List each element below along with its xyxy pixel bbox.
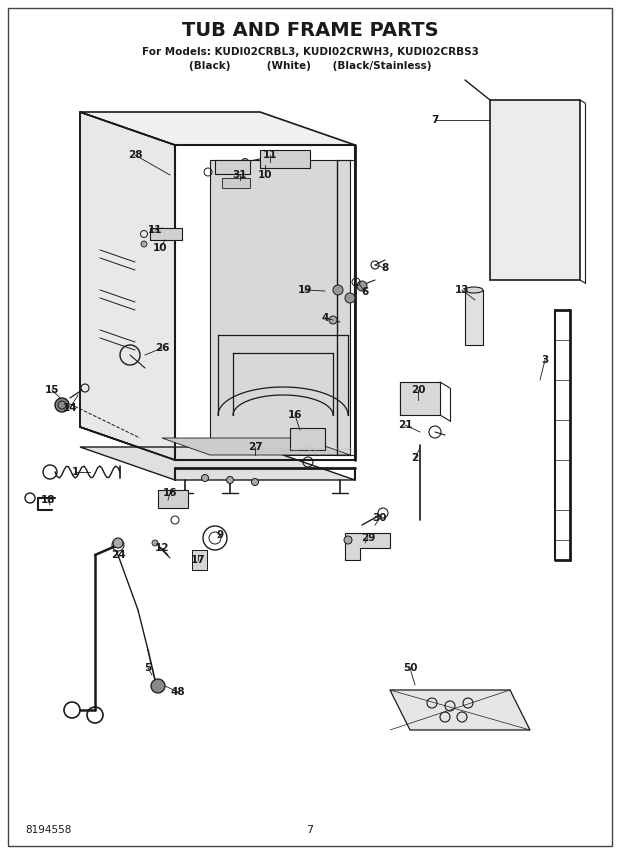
Text: 28: 28 [128,150,142,160]
Text: 27: 27 [247,442,262,452]
Text: 10: 10 [153,243,167,253]
Text: 31: 31 [232,170,247,180]
Polygon shape [345,533,390,560]
Text: 6: 6 [361,287,369,297]
Text: 9: 9 [216,530,224,540]
Circle shape [329,316,337,324]
Circle shape [55,398,69,412]
Circle shape [113,538,123,548]
Circle shape [345,293,355,303]
Text: (Black)          (White)      (Black/Stainless): (Black) (White) (Black/Stainless) [188,61,432,71]
Text: 5: 5 [144,663,152,673]
Text: 50: 50 [403,663,417,673]
Text: 12: 12 [155,543,169,553]
Text: TUB AND FRAME PARTS: TUB AND FRAME PARTS [182,21,438,39]
Text: 7: 7 [432,115,439,125]
Text: 17: 17 [191,555,205,565]
Text: 30: 30 [373,513,388,523]
Bar [192,550,207,570]
Bar [158,490,188,508]
Polygon shape [80,112,355,145]
Circle shape [202,474,208,482]
Bar [260,150,310,168]
Text: 48: 48 [170,687,185,697]
Polygon shape [80,112,175,460]
Text: 20: 20 [410,385,425,395]
Polygon shape [162,438,350,455]
Polygon shape [390,690,530,730]
Text: 8: 8 [381,263,389,273]
Circle shape [333,285,343,295]
Text: For Models: KUDI02CRBL3, KUDI02CRWH3, KUDI02CRBS3: For Models: KUDI02CRBL3, KUDI02CRWH3, KU… [141,47,479,57]
Bar [150,228,182,240]
Text: 3: 3 [541,355,549,365]
Text: 18: 18 [41,495,55,505]
Text: 2: 2 [412,453,418,463]
Text: 16: 16 [162,488,177,498]
Polygon shape [490,100,580,280]
Polygon shape [400,382,440,415]
Text: 19: 19 [298,285,312,295]
Ellipse shape [465,287,483,293]
Circle shape [152,540,158,546]
Polygon shape [465,290,483,345]
Text: 15: 15 [45,385,60,395]
Polygon shape [210,160,350,455]
Text: 16: 16 [288,410,303,420]
Circle shape [357,281,367,291]
Text: 21: 21 [398,420,412,430]
Text: 8194558: 8194558 [25,825,71,835]
Bar [215,160,250,174]
Text: 14: 14 [63,403,78,413]
Polygon shape [80,447,355,480]
Text: eplacementParts.com: eplacementParts.com [255,445,353,455]
Bar [290,428,325,450]
Text: 4: 4 [321,313,329,323]
Circle shape [252,479,259,485]
Circle shape [344,536,352,544]
Text: 13: 13 [454,285,469,295]
Text: 29: 29 [361,533,375,543]
Text: 24: 24 [111,550,125,560]
Text: 26: 26 [155,343,169,353]
Circle shape [141,241,147,247]
Circle shape [242,158,249,165]
Text: 11: 11 [263,150,277,160]
Text: 10: 10 [258,170,272,180]
Text: 7: 7 [306,825,314,835]
Text: 11: 11 [148,225,162,235]
Text: 1: 1 [71,467,79,477]
Circle shape [151,679,165,693]
Circle shape [226,477,234,484]
Bar [222,178,250,188]
